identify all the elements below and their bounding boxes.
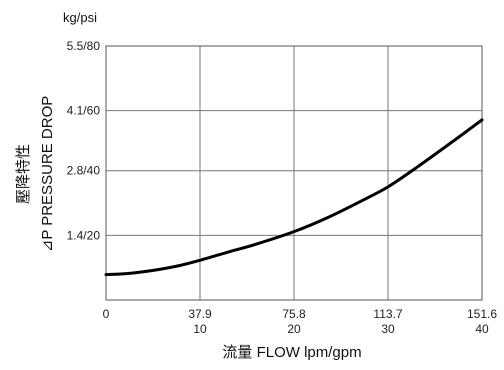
y-axis-label-line-1: 壓降特性: [15, 144, 32, 204]
x-tick-sublabel: 40: [475, 322, 489, 336]
y-tick-label: 2.8/40: [67, 164, 101, 178]
grid-layer: [105, 45, 483, 300]
x-tick-label: 0: [103, 307, 110, 321]
y-tick-labels: 1.4/20 2.8/40 4.1/60 5.5/80: [67, 39, 101, 242]
plot-border: [105, 45, 483, 301]
y-unit-label: kg/psi: [63, 10, 97, 25]
y-tick-label: 1.4/20: [67, 228, 101, 242]
x-tick-label: 151.6: [467, 307, 497, 321]
y-tick-label: 5.5/80: [67, 39, 101, 53]
series-layer: [104, 118, 484, 277]
x-tick-sublabel: 20: [287, 322, 301, 336]
pressure-drop-curve: [104, 118, 484, 277]
x-tick-labels: 0 37.910 75.820 113.730 151.640: [103, 307, 498, 336]
x-tick-label: 113.7: [373, 307, 402, 321]
x-axis-label: 流量 FLOW lpm/gpm: [222, 344, 361, 361]
y-axis-label-line-2: ⊿P PRESSURE DROP: [39, 96, 56, 253]
x-tick-sublabel: 30: [381, 322, 395, 336]
plot-frame: [105, 45, 483, 301]
x-tick-sublabel: 10: [193, 322, 207, 336]
x-tick-label: 37.9: [188, 307, 212, 321]
y-tick-label: 4.1/60: [67, 104, 101, 118]
x-tick-label: 75.8: [282, 307, 306, 321]
